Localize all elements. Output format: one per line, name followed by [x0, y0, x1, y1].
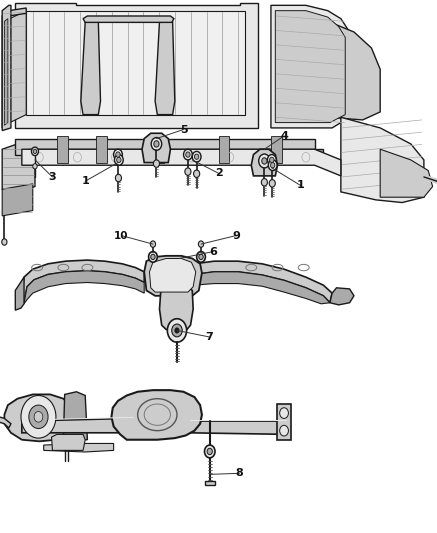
Polygon shape — [166, 261, 332, 303]
Circle shape — [184, 149, 192, 160]
Text: 7: 7 — [205, 332, 213, 342]
Polygon shape — [166, 272, 330, 304]
Circle shape — [197, 252, 205, 262]
Text: 1: 1 — [81, 176, 89, 186]
Circle shape — [261, 179, 267, 186]
Circle shape — [267, 155, 276, 165]
Polygon shape — [81, 19, 101, 115]
Circle shape — [2, 239, 7, 245]
Polygon shape — [2, 144, 35, 192]
Circle shape — [167, 319, 187, 342]
Polygon shape — [155, 19, 175, 115]
Circle shape — [117, 157, 121, 163]
Circle shape — [270, 157, 274, 163]
Polygon shape — [275, 11, 345, 123]
Circle shape — [205, 445, 215, 458]
Polygon shape — [4, 394, 74, 441]
Polygon shape — [4, 19, 8, 125]
Polygon shape — [2, 184, 33, 216]
Polygon shape — [251, 149, 277, 176]
Text: 6: 6 — [209, 247, 217, 256]
Polygon shape — [2, 8, 26, 128]
Circle shape — [154, 141, 159, 147]
Polygon shape — [271, 136, 282, 163]
Polygon shape — [205, 481, 215, 485]
Circle shape — [21, 395, 56, 438]
Circle shape — [192, 151, 201, 162]
Polygon shape — [24, 271, 144, 304]
Polygon shape — [4, 11, 26, 125]
Circle shape — [172, 324, 182, 337]
Circle shape — [151, 138, 162, 150]
Polygon shape — [341, 117, 424, 203]
Polygon shape — [271, 5, 350, 128]
Circle shape — [280, 425, 288, 436]
Circle shape — [259, 154, 270, 168]
Circle shape — [198, 241, 204, 247]
Polygon shape — [15, 139, 315, 155]
Circle shape — [151, 254, 155, 260]
Polygon shape — [330, 288, 354, 305]
Circle shape — [185, 168, 191, 175]
Circle shape — [194, 154, 199, 159]
Polygon shape — [83, 16, 174, 22]
Circle shape — [269, 180, 275, 187]
Text: 4: 4 — [280, 131, 288, 141]
Circle shape — [262, 158, 267, 164]
Polygon shape — [22, 418, 135, 433]
Polygon shape — [96, 136, 107, 163]
Text: 2: 2 — [215, 168, 222, 178]
Circle shape — [115, 174, 121, 182]
Polygon shape — [149, 259, 196, 292]
Polygon shape — [15, 3, 258, 128]
Text: 3: 3 — [49, 172, 56, 182]
Polygon shape — [63, 392, 87, 440]
Polygon shape — [22, 149, 341, 176]
Circle shape — [175, 328, 179, 333]
Polygon shape — [277, 404, 291, 440]
Polygon shape — [2, 5, 11, 131]
Text: 10: 10 — [114, 231, 129, 240]
Polygon shape — [144, 256, 202, 296]
Polygon shape — [52, 434, 85, 450]
Circle shape — [271, 163, 275, 168]
Circle shape — [33, 149, 37, 154]
Circle shape — [114, 149, 122, 160]
Circle shape — [194, 170, 200, 177]
Circle shape — [29, 405, 48, 429]
Text: 5: 5 — [180, 125, 187, 134]
Polygon shape — [28, 149, 323, 163]
Polygon shape — [111, 390, 202, 440]
Polygon shape — [0, 416, 11, 428]
Circle shape — [268, 160, 277, 171]
Circle shape — [186, 152, 190, 157]
Circle shape — [33, 164, 37, 169]
Polygon shape — [15, 277, 24, 310]
Circle shape — [150, 241, 156, 247]
Text: 1: 1 — [297, 181, 305, 190]
Polygon shape — [380, 149, 433, 197]
Circle shape — [31, 147, 38, 156]
Circle shape — [149, 252, 157, 262]
Polygon shape — [160, 285, 193, 329]
Polygon shape — [328, 21, 380, 120]
Circle shape — [116, 152, 120, 157]
Polygon shape — [44, 443, 114, 452]
Circle shape — [34, 411, 43, 422]
Text: 8: 8 — [236, 469, 243, 478]
Polygon shape — [153, 136, 164, 163]
Polygon shape — [188, 421, 288, 434]
Polygon shape — [26, 11, 245, 115]
Polygon shape — [57, 136, 68, 163]
Polygon shape — [142, 133, 170, 163]
Circle shape — [114, 155, 123, 165]
Circle shape — [207, 448, 212, 455]
Circle shape — [280, 408, 288, 418]
Polygon shape — [22, 260, 144, 304]
Text: 9: 9 — [232, 231, 240, 240]
Circle shape — [153, 160, 160, 167]
Circle shape — [199, 254, 203, 260]
Polygon shape — [218, 136, 229, 163]
